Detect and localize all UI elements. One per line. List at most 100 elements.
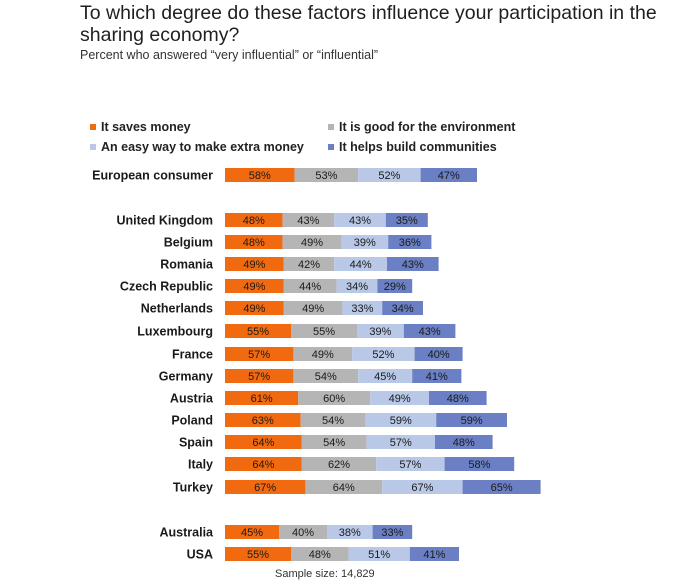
data-label-luxembourg-series-2: 39% bbox=[369, 326, 391, 338]
data-label-european-consumer-series-2: 52% bbox=[378, 170, 400, 182]
data-label-luxembourg-series-0: 55% bbox=[247, 326, 269, 338]
category-label-czech-republic: Czech Republic bbox=[120, 280, 213, 294]
data-label-usa-series-0: 55% bbox=[247, 549, 269, 561]
data-label-netherlands-series-1: 49% bbox=[302, 303, 324, 315]
bar-usa-series-2 bbox=[348, 547, 410, 561]
bar-united-kingdom-series-3 bbox=[385, 213, 428, 227]
data-label-united-kingdom-series-2: 43% bbox=[349, 215, 371, 227]
data-label-usa-series-1: 48% bbox=[309, 549, 331, 561]
data-label-belgium-series-2: 39% bbox=[354, 237, 376, 249]
bar-united-kingdom-series-0 bbox=[225, 213, 283, 227]
data-label-united-kingdom-series-1: 43% bbox=[297, 215, 319, 227]
category-label-australia: Australia bbox=[160, 526, 215, 540]
bar-netherlands-series-0 bbox=[225, 301, 284, 315]
bar-netherlands-series-3 bbox=[382, 301, 423, 315]
data-label-germany-series-0: 57% bbox=[248, 371, 270, 383]
bar-netherlands-series-1 bbox=[283, 301, 343, 315]
bar-austria-series-1 bbox=[298, 391, 371, 405]
data-label-poland-series-0: 63% bbox=[252, 415, 274, 427]
data-label-usa-series-2: 51% bbox=[368, 549, 390, 561]
data-label-romania-series-3: 43% bbox=[402, 259, 424, 271]
data-label-czech-republic-series-2: 34% bbox=[346, 281, 368, 293]
bar-luxembourg-series-2 bbox=[357, 324, 404, 338]
bar-australia-series-1 bbox=[279, 525, 327, 539]
bar-romania-series-1 bbox=[283, 257, 335, 271]
bar-italy-series-3 bbox=[444, 457, 515, 471]
data-label-france-series-3: 40% bbox=[428, 349, 450, 361]
bar-turkey-series-1 bbox=[305, 480, 383, 494]
data-label-australia-series-2: 38% bbox=[339, 527, 361, 539]
bar-united-kingdom-series-2 bbox=[334, 213, 386, 227]
category-label-romania: Romania bbox=[160, 258, 214, 272]
bar-czech-republic-series-3 bbox=[377, 279, 413, 293]
bar-poland-series-0 bbox=[225, 413, 301, 427]
data-label-belgium-series-0: 48% bbox=[243, 237, 265, 249]
category-label-european-consumer: European consumer bbox=[92, 169, 213, 183]
bar-czech-republic-series-1 bbox=[283, 279, 337, 293]
data-label-belgium-series-3: 36% bbox=[399, 237, 421, 249]
data-label-turkey-series-0: 67% bbox=[254, 482, 276, 494]
data-label-france-series-0: 57% bbox=[248, 349, 270, 361]
category-label-spain: Spain bbox=[179, 436, 213, 450]
category-label-netherlands: Netherlands bbox=[141, 302, 213, 316]
bar-czech-republic-series-2 bbox=[336, 279, 378, 293]
data-label-poland-series-2: 59% bbox=[390, 415, 412, 427]
bar-usa-series-3 bbox=[409, 547, 459, 561]
category-label-belgium: Belgium bbox=[164, 236, 213, 250]
data-label-czech-republic-series-0: 49% bbox=[243, 281, 265, 293]
data-label-usa-series-3: 41% bbox=[423, 549, 445, 561]
bar-italy-series-2 bbox=[376, 457, 445, 471]
data-label-netherlands-series-2: 33% bbox=[351, 303, 373, 315]
data-label-european-consumer-series-0: 58% bbox=[249, 170, 271, 182]
legend-label-communities: It helps build communities bbox=[339, 140, 497, 154]
sample-size-note: Sample size: 14,829 bbox=[275, 568, 375, 580]
data-label-spain-series-2: 57% bbox=[390, 437, 412, 449]
legend-item-saves-money: It saves money bbox=[90, 120, 191, 134]
bar-italy-series-0 bbox=[225, 457, 302, 471]
bar-usa-series-1 bbox=[291, 547, 349, 561]
data-label-australia-series-0: 45% bbox=[241, 527, 263, 539]
category-label-turkey: Turkey bbox=[173, 481, 213, 495]
legend-label-saves-money: It saves money bbox=[101, 120, 191, 134]
data-label-australia-series-3: 33% bbox=[381, 527, 403, 539]
bar-spain-series-1 bbox=[301, 435, 367, 449]
data-label-austria-series-1: 60% bbox=[323, 393, 345, 405]
legend-swatch-extra-money bbox=[90, 144, 96, 150]
data-label-turkey-series-3: 65% bbox=[491, 482, 513, 494]
legend-label-environment: It is good for the environment bbox=[339, 120, 516, 134]
data-label-romania-series-0: 49% bbox=[243, 259, 265, 271]
legend-item-extra-money: An easy way to make extra money bbox=[90, 140, 304, 154]
data-label-luxembourg-series-3: 43% bbox=[419, 326, 441, 338]
bar-france-series-2 bbox=[352, 347, 415, 361]
category-label-luxembourg: Luxembourg bbox=[137, 325, 213, 339]
data-label-germany-series-3: 41% bbox=[426, 371, 448, 383]
bar-turkey-series-3 bbox=[462, 480, 541, 494]
data-label-european-consumer-series-1: 53% bbox=[315, 170, 337, 182]
bar-european-consumer-series-1 bbox=[294, 168, 359, 182]
category-label-usa: USA bbox=[187, 548, 213, 562]
legend-swatch-saves-money bbox=[90, 124, 96, 130]
category-label-france: France bbox=[172, 348, 213, 362]
data-label-spain-series-3: 48% bbox=[453, 437, 475, 449]
bar-european-consumer-series-2 bbox=[358, 168, 421, 182]
chart-title: To which degree do these factors influen… bbox=[80, 2, 657, 46]
bar-turkey-series-2 bbox=[382, 480, 463, 494]
bar-romania-series-0 bbox=[225, 257, 284, 271]
data-label-italy-series-1: 62% bbox=[328, 459, 350, 471]
data-label-austria-series-0: 61% bbox=[251, 393, 273, 405]
data-label-italy-series-2: 57% bbox=[399, 459, 421, 471]
bar-netherlands-series-2 bbox=[342, 301, 383, 315]
category-label-poland: Poland bbox=[171, 414, 213, 428]
data-label-italy-series-3: 58% bbox=[468, 459, 490, 471]
bar-germany-series-1 bbox=[293, 369, 359, 383]
data-label-turkey-series-1: 64% bbox=[333, 482, 355, 494]
bar-france-series-0 bbox=[225, 347, 294, 361]
bar-italy-series-1 bbox=[301, 457, 377, 471]
data-label-czech-republic-series-1: 44% bbox=[299, 281, 321, 293]
bar-luxembourg-series-0 bbox=[225, 324, 291, 338]
data-label-austria-series-2: 49% bbox=[389, 393, 411, 405]
data-label-united-kingdom-series-3: 35% bbox=[396, 215, 418, 227]
bar-spain-series-2 bbox=[366, 435, 435, 449]
data-label-germany-series-1: 54% bbox=[315, 371, 337, 383]
bar-usa-series-0 bbox=[225, 547, 291, 561]
